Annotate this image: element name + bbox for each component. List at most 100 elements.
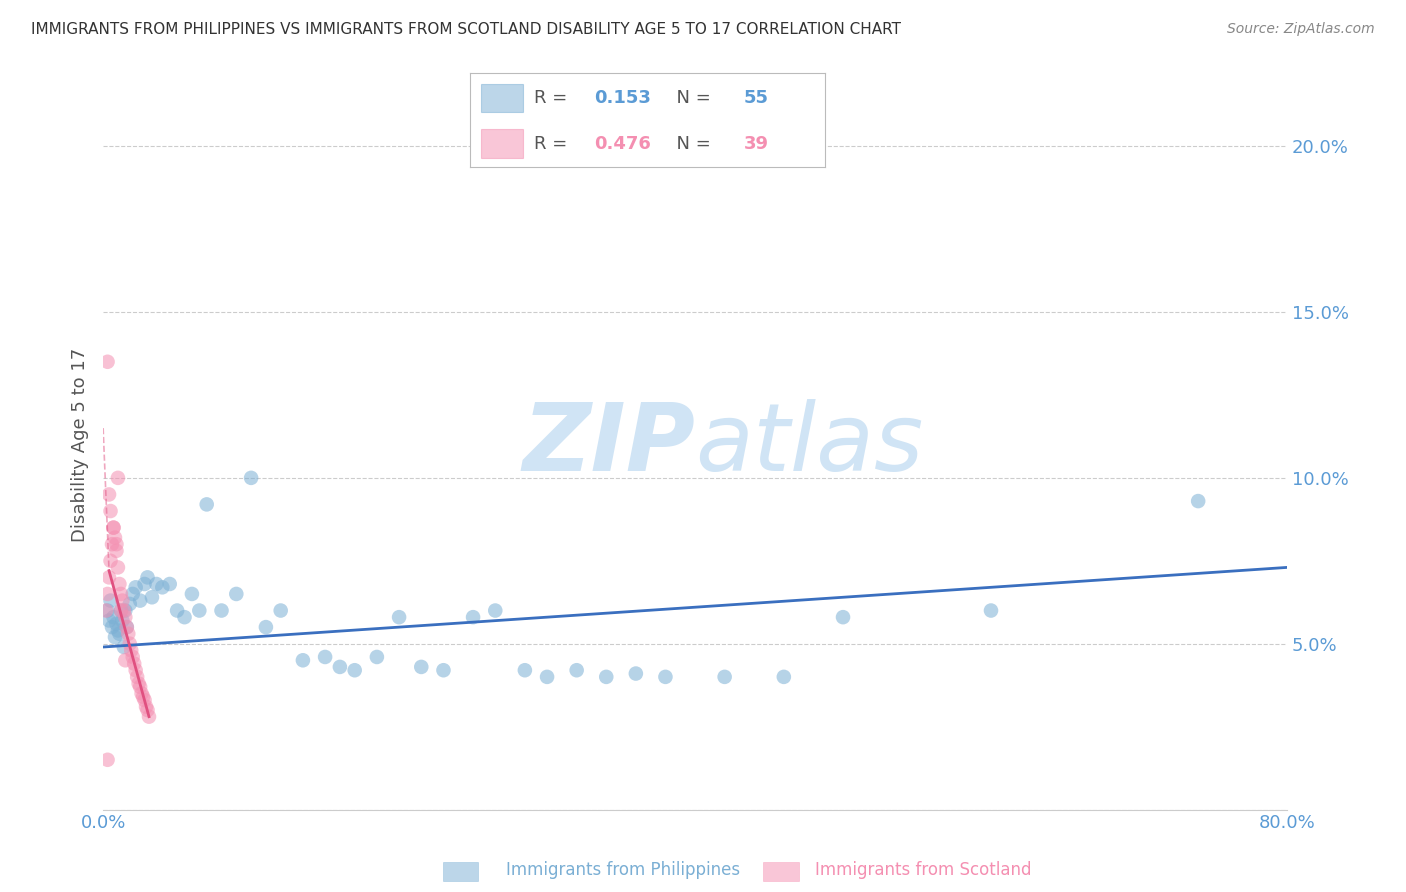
Point (129, 680, 152, 694)
Point (122, 657, 145, 671)
Point (432, 663, 454, 677)
Point (111, 614, 134, 628)
Point (105, 537, 128, 551)
Point (107, 624, 129, 638)
Point (110, 587, 132, 601)
Point (314, 650, 336, 665)
Y-axis label: Disability Age 5 to 17: Disability Age 5 to 17 (72, 348, 89, 541)
Point (112, 640, 135, 654)
Text: atlas: atlas (695, 400, 924, 491)
Point (132, 690, 155, 704)
Point (105, 544, 128, 558)
Point (98, 570, 121, 584)
Text: IMMIGRANTS FROM PHILIPPINES VS IMMIGRANTS FROM SCOTLAND DISABILITY AGE 5 TO 17 C: IMMIGRANTS FROM PHILIPPINES VS IMMIGRANT… (31, 22, 901, 37)
Point (94, 603, 117, 617)
Point (112, 603, 135, 617)
Point (97, 753, 120, 767)
Point (103, 610, 125, 624)
Point (136, 570, 159, 584)
Point (254, 620, 277, 634)
Point (110, 603, 132, 617)
Point (980, 603, 1002, 617)
Point (127, 670, 149, 684)
Point (97, 355, 120, 369)
Point (159, 577, 181, 591)
Point (134, 577, 156, 591)
Point (713, 670, 735, 684)
Point (100, 593, 122, 607)
Point (107, 471, 129, 485)
Point (461, 610, 484, 624)
Point (180, 587, 202, 601)
Point (366, 650, 388, 665)
Point (125, 580, 148, 594)
Point (121, 650, 143, 665)
Point (136, 703, 159, 717)
Point (195, 497, 218, 511)
Point (173, 610, 195, 624)
Point (624, 666, 647, 681)
Point (115, 620, 138, 634)
Point (97, 603, 120, 617)
Point (565, 663, 588, 677)
Point (129, 593, 152, 607)
Point (411, 660, 433, 674)
Point (108, 626, 131, 640)
Point (98, 614, 121, 628)
Point (114, 653, 136, 667)
Point (117, 626, 139, 640)
Point (114, 603, 136, 617)
Point (225, 587, 247, 601)
Point (100, 554, 122, 568)
Point (118, 597, 141, 611)
Point (104, 630, 127, 644)
Point (115, 620, 138, 634)
Point (388, 610, 411, 624)
Point (114, 610, 136, 624)
Point (329, 660, 352, 674)
Point (104, 531, 127, 545)
Point (188, 603, 211, 617)
Point (118, 637, 141, 651)
Point (131, 686, 153, 700)
Point (536, 670, 558, 684)
Point (772, 670, 794, 684)
Point (98, 487, 121, 501)
Point (343, 663, 366, 677)
Text: Immigrants from Philippines: Immigrants from Philippines (506, 861, 741, 879)
Point (141, 591, 163, 605)
Point (832, 610, 855, 624)
Point (240, 471, 263, 485)
Point (101, 620, 124, 634)
Text: Source: ZipAtlas.com: Source: ZipAtlas.com (1227, 22, 1375, 37)
Point (97, 587, 120, 601)
Point (211, 603, 233, 617)
Point (138, 709, 160, 723)
Point (291, 653, 314, 667)
Point (135, 699, 157, 714)
Point (111, 593, 134, 607)
Point (103, 520, 125, 534)
Point (101, 537, 124, 551)
Point (103, 520, 125, 534)
Point (654, 670, 676, 684)
Point (100, 504, 122, 518)
Point (128, 676, 150, 690)
Point (484, 603, 506, 617)
Point (108, 577, 131, 591)
Point (121, 587, 143, 601)
Point (110, 603, 132, 617)
Point (120, 643, 142, 657)
Point (1187, 494, 1209, 508)
Point (270, 603, 292, 617)
Point (125, 663, 148, 677)
Point (145, 577, 167, 591)
Point (150, 580, 173, 594)
Point (107, 560, 129, 574)
Point (513, 663, 536, 677)
Text: Immigrants from Scotland: Immigrants from Scotland (815, 861, 1032, 879)
Text: ZIP: ZIP (522, 399, 695, 491)
Point (105, 616, 128, 631)
Point (595, 670, 617, 684)
Point (166, 603, 188, 617)
